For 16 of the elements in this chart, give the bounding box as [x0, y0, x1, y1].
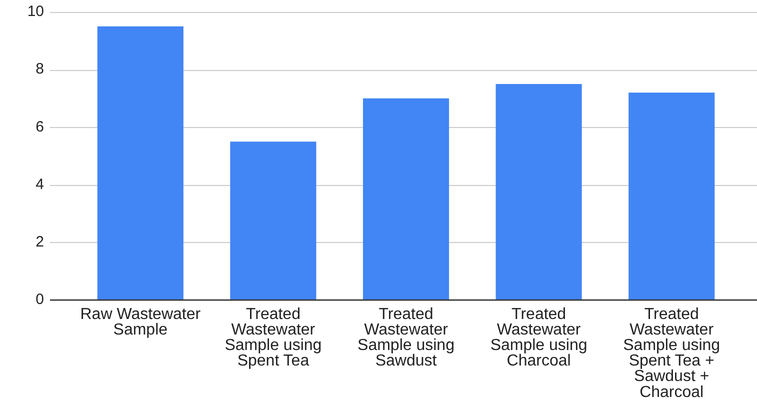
y-tick-label: 4: [36, 176, 44, 193]
y-tick-label: 2: [36, 234, 44, 251]
y-tick-label: 10: [27, 3, 44, 20]
x-tick-label: Treated Wastewater Sample using Charcoal: [490, 306, 588, 370]
bar: [230, 142, 316, 300]
x-tick-label: Raw Wastewater Sample: [80, 306, 202, 339]
bar: [97, 26, 184, 300]
x-tick-label: Treated Wastewater Sample using Spent Tea + Sawdust + Charcoal: [623, 306, 720, 401]
bar: [628, 92, 715, 300]
x-tick-label: Treated Wastewater Sample using Spent Tea: [224, 306, 322, 370]
y-tick-label: 8: [36, 60, 44, 78]
y-tick-label: 0: [36, 291, 44, 308]
bar: [362, 98, 450, 300]
x-tick-label: Treated Wastewater Sample using Sawdust: [358, 306, 454, 370]
y-tick-label: 6: [36, 118, 44, 136]
bar: [496, 84, 582, 300]
